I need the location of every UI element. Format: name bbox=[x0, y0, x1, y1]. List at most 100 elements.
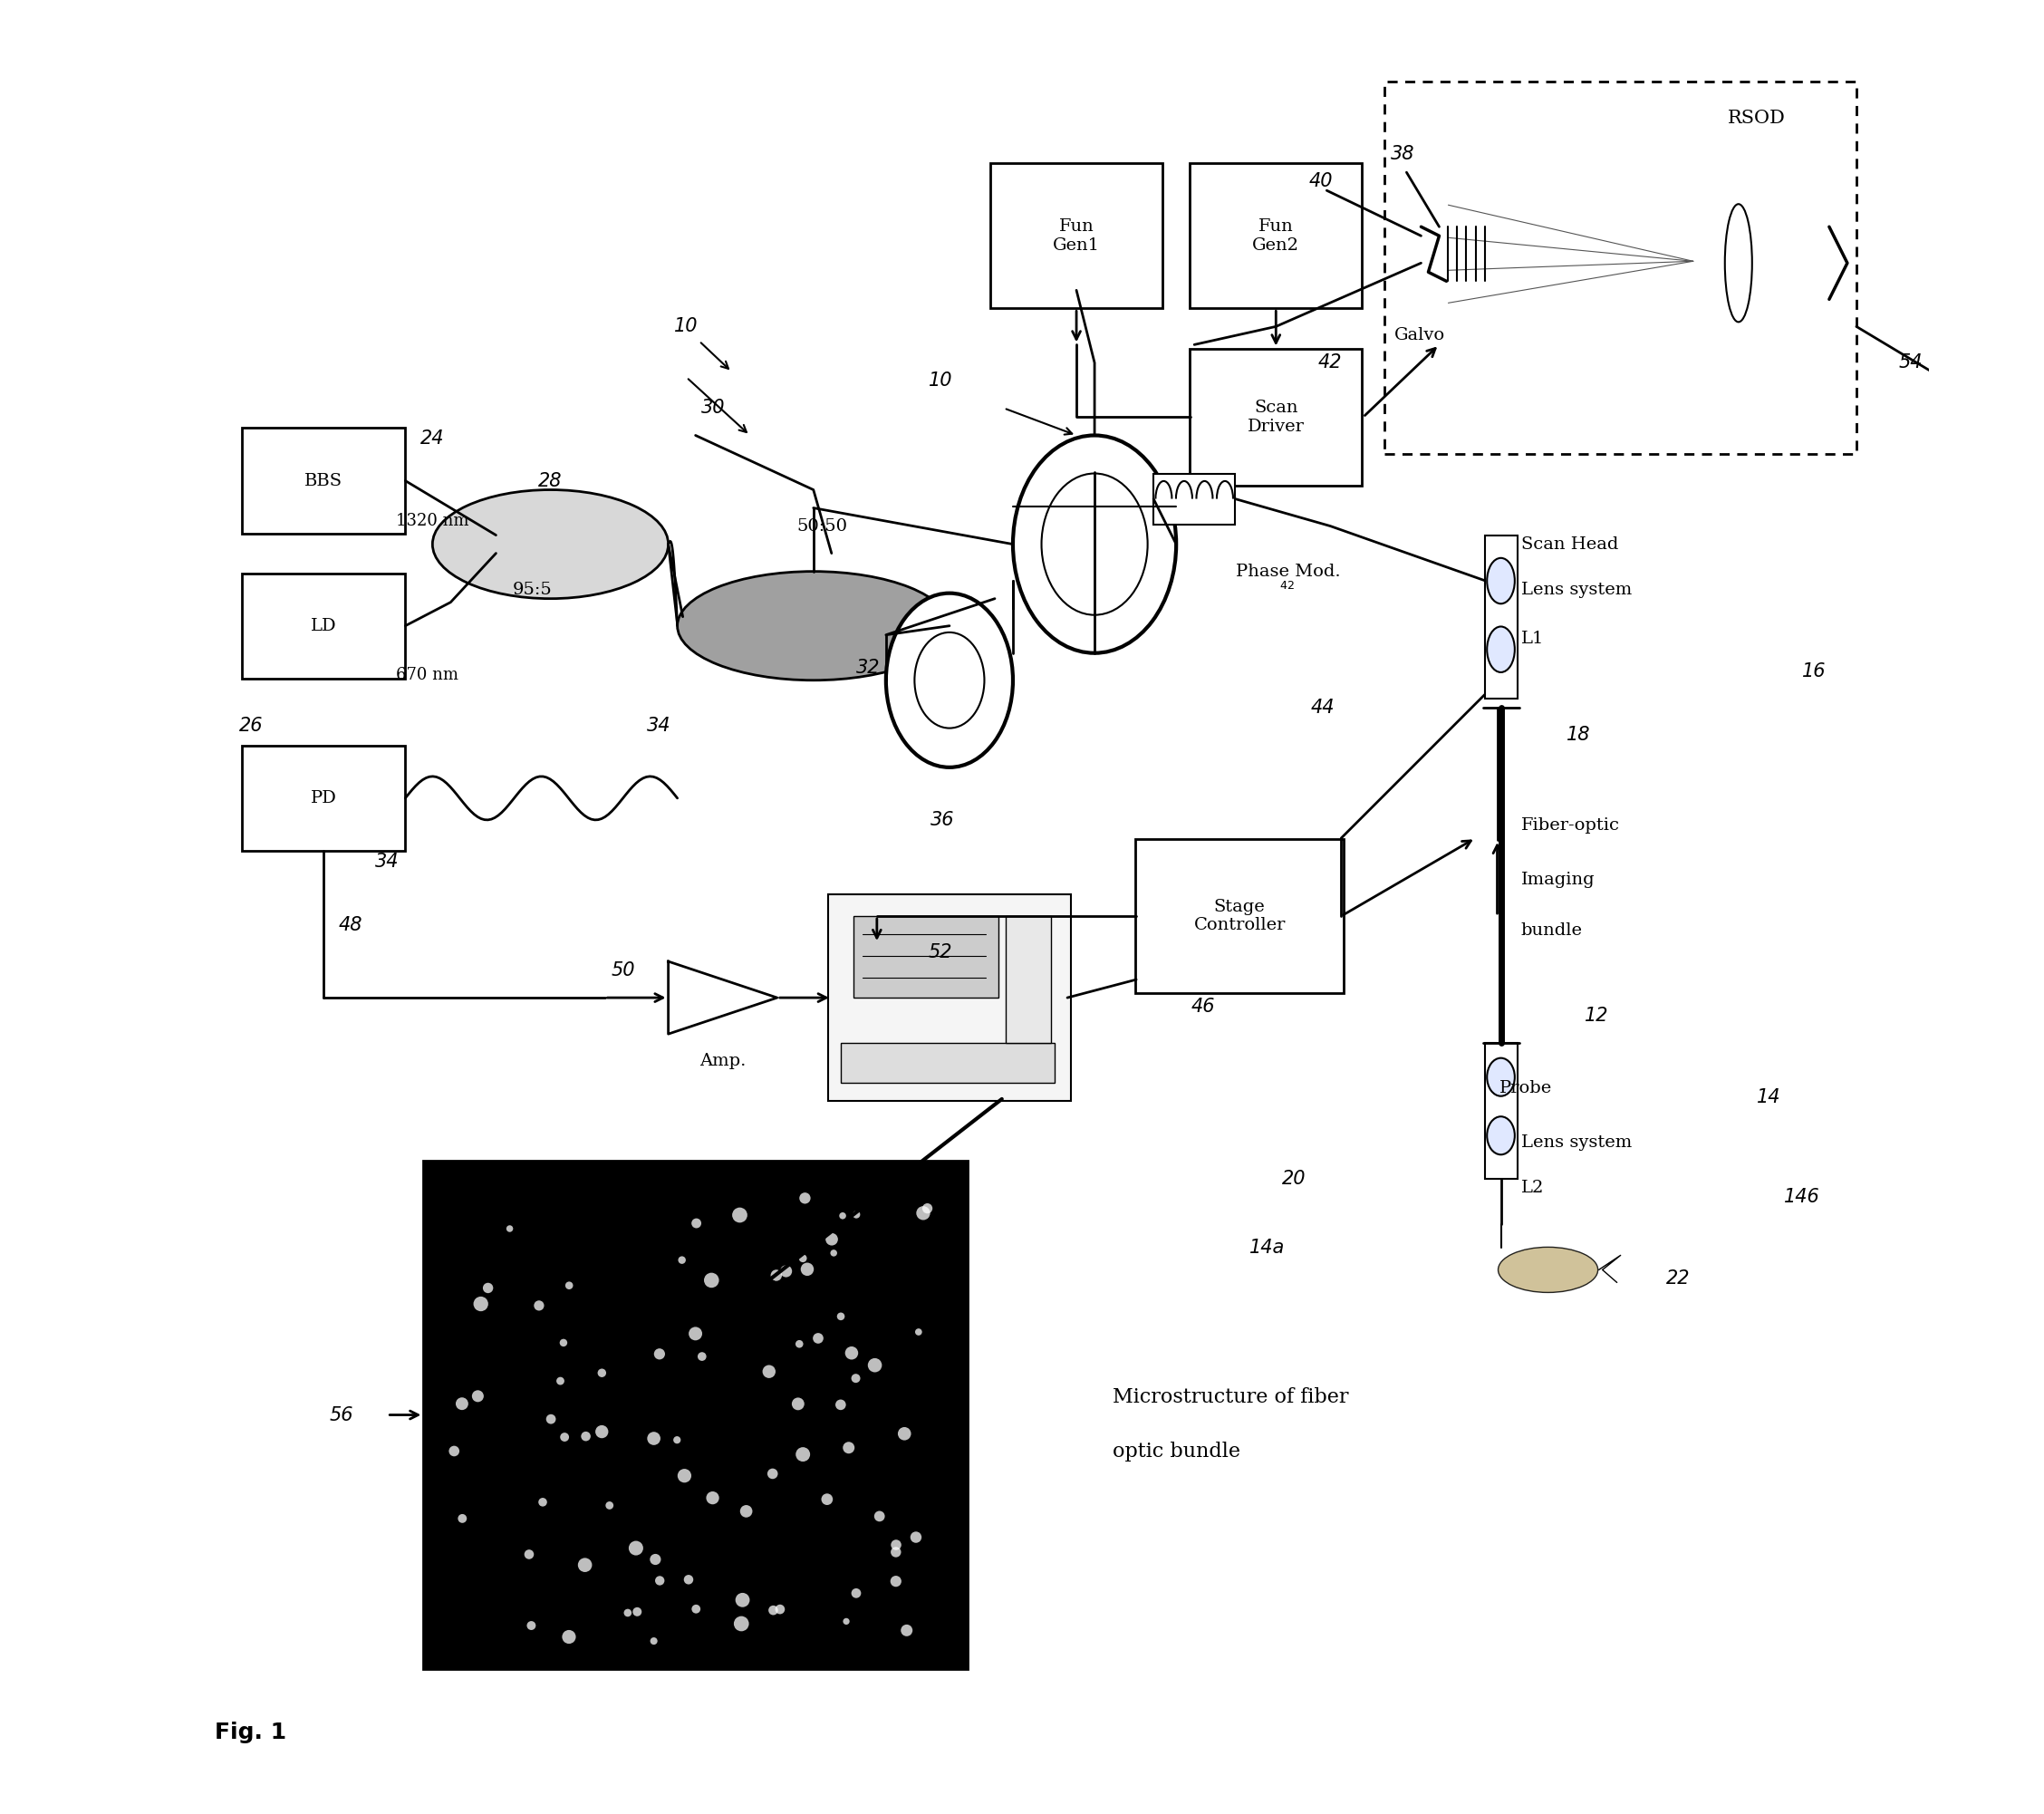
Ellipse shape bbox=[801, 1263, 814, 1275]
Text: 50:50: 50:50 bbox=[797, 519, 848, 533]
Ellipse shape bbox=[910, 1531, 922, 1544]
Text: 14a: 14a bbox=[1249, 1239, 1284, 1257]
Ellipse shape bbox=[762, 1364, 775, 1379]
Text: Amp.: Amp. bbox=[699, 1054, 746, 1068]
Text: RSOD: RSOD bbox=[1727, 109, 1786, 127]
Text: Microstructure of fiber: Microstructure of fiber bbox=[1112, 1388, 1349, 1406]
Bar bbox=[989, 163, 1163, 308]
Ellipse shape bbox=[891, 1540, 901, 1551]
Ellipse shape bbox=[677, 1469, 691, 1482]
Text: 44: 44 bbox=[1310, 698, 1335, 717]
Ellipse shape bbox=[1725, 203, 1752, 323]
Ellipse shape bbox=[781, 1264, 793, 1277]
Ellipse shape bbox=[507, 1224, 513, 1232]
Text: 50: 50 bbox=[611, 961, 636, 980]
Ellipse shape bbox=[672, 1437, 681, 1444]
Text: 36: 36 bbox=[930, 811, 955, 829]
Ellipse shape bbox=[916, 1328, 922, 1335]
Text: LD: LD bbox=[311, 619, 337, 633]
Text: 95:5: 95:5 bbox=[513, 582, 552, 597]
Text: 28: 28 bbox=[538, 472, 562, 490]
Ellipse shape bbox=[578, 1558, 593, 1573]
Text: Fun
Gen1: Fun Gen1 bbox=[1053, 218, 1100, 254]
Ellipse shape bbox=[885, 593, 1014, 767]
Ellipse shape bbox=[814, 1333, 824, 1344]
Ellipse shape bbox=[842, 1618, 850, 1625]
Text: Fun
Gen2: Fun Gen2 bbox=[1253, 218, 1300, 254]
Bar bbox=[852, 916, 997, 998]
Ellipse shape bbox=[840, 1212, 846, 1219]
Text: $^{42}$: $^{42}$ bbox=[1280, 582, 1296, 597]
Ellipse shape bbox=[1486, 1116, 1515, 1154]
Text: 14: 14 bbox=[1756, 1088, 1780, 1107]
Ellipse shape bbox=[914, 633, 985, 727]
Ellipse shape bbox=[566, 1281, 572, 1290]
Bar bbox=[1484, 535, 1517, 698]
Ellipse shape bbox=[703, 1273, 719, 1288]
Ellipse shape bbox=[691, 1219, 701, 1228]
Ellipse shape bbox=[1486, 626, 1515, 673]
Text: optic bundle: optic bundle bbox=[1112, 1442, 1241, 1460]
Text: Fig. 1: Fig. 1 bbox=[215, 1721, 286, 1743]
Text: 48: 48 bbox=[339, 916, 364, 934]
Text: 10: 10 bbox=[928, 372, 953, 390]
Ellipse shape bbox=[795, 1341, 803, 1348]
Text: L1: L1 bbox=[1521, 631, 1543, 646]
Ellipse shape bbox=[775, 1604, 785, 1614]
Ellipse shape bbox=[685, 1575, 693, 1584]
Bar bbox=[1006, 916, 1051, 1043]
Ellipse shape bbox=[922, 1203, 932, 1214]
Ellipse shape bbox=[597, 1368, 607, 1377]
Ellipse shape bbox=[654, 1348, 664, 1359]
Text: L2: L2 bbox=[1521, 1181, 1543, 1195]
Ellipse shape bbox=[836, 1313, 844, 1321]
Ellipse shape bbox=[1042, 473, 1147, 615]
Ellipse shape bbox=[836, 1399, 846, 1409]
Text: 22: 22 bbox=[1666, 1270, 1690, 1288]
Ellipse shape bbox=[771, 1270, 783, 1281]
Text: 46: 46 bbox=[1192, 998, 1216, 1016]
Text: 18: 18 bbox=[1566, 726, 1590, 744]
Ellipse shape bbox=[1486, 1058, 1515, 1096]
Ellipse shape bbox=[679, 1257, 687, 1264]
Ellipse shape bbox=[648, 1431, 660, 1446]
Ellipse shape bbox=[456, 1397, 468, 1409]
Ellipse shape bbox=[650, 1555, 660, 1565]
Text: PD: PD bbox=[311, 791, 337, 805]
Ellipse shape bbox=[623, 1609, 632, 1616]
Text: 34: 34 bbox=[648, 717, 670, 735]
Ellipse shape bbox=[916, 1206, 930, 1221]
Text: 54: 54 bbox=[1899, 354, 1923, 372]
Ellipse shape bbox=[472, 1390, 484, 1402]
Ellipse shape bbox=[891, 1576, 901, 1587]
Ellipse shape bbox=[689, 1326, 703, 1341]
Ellipse shape bbox=[450, 1446, 460, 1457]
Text: 52: 52 bbox=[928, 943, 953, 961]
Ellipse shape bbox=[897, 1428, 912, 1440]
Ellipse shape bbox=[697, 1351, 707, 1360]
Bar bbox=[1484, 1043, 1517, 1179]
Ellipse shape bbox=[605, 1502, 613, 1509]
Text: Galvo: Galvo bbox=[1394, 328, 1445, 343]
Text: Stage
Controller: Stage Controller bbox=[1194, 898, 1286, 934]
Text: 16: 16 bbox=[1803, 662, 1825, 680]
Ellipse shape bbox=[595, 1426, 609, 1439]
Text: Lens system: Lens system bbox=[1521, 582, 1631, 597]
Ellipse shape bbox=[791, 1397, 805, 1409]
Ellipse shape bbox=[891, 1547, 901, 1556]
Ellipse shape bbox=[533, 1301, 544, 1312]
Bar bbox=[1190, 348, 1361, 484]
Ellipse shape bbox=[844, 1346, 858, 1360]
Text: Probe: Probe bbox=[1498, 1081, 1551, 1096]
Ellipse shape bbox=[1486, 559, 1515, 604]
Bar bbox=[241, 746, 405, 851]
Ellipse shape bbox=[527, 1622, 536, 1631]
Ellipse shape bbox=[852, 1210, 861, 1219]
Text: 26: 26 bbox=[239, 717, 264, 735]
Bar bbox=[423, 1161, 967, 1669]
Ellipse shape bbox=[799, 1253, 807, 1263]
Ellipse shape bbox=[732, 1208, 748, 1223]
Ellipse shape bbox=[736, 1593, 750, 1607]
Ellipse shape bbox=[705, 1491, 719, 1504]
FancyBboxPatch shape bbox=[828, 894, 1071, 1101]
